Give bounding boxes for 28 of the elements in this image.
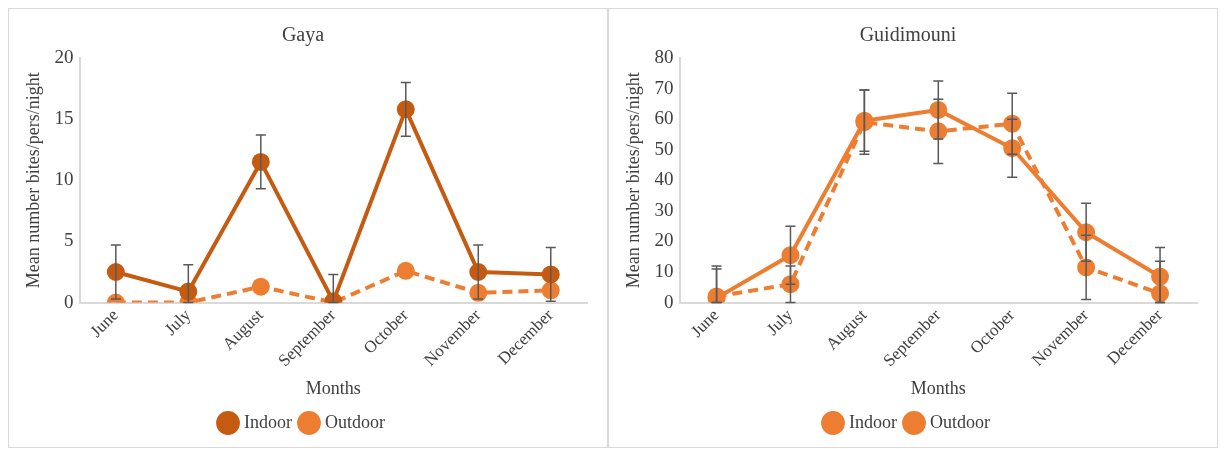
y-tick-label: 40 bbox=[654, 168, 674, 190]
y-tick-label: 30 bbox=[654, 198, 674, 220]
x-tick-label: July bbox=[762, 304, 797, 339]
legend-label: Outdoor bbox=[930, 411, 990, 432]
legend-label: Indoor bbox=[244, 411, 293, 432]
y-tick-label: 20 bbox=[54, 45, 74, 67]
chart-title: Gaya bbox=[281, 23, 325, 47]
y-tick-label: 0 bbox=[64, 290, 74, 312]
x-tick-label: June bbox=[687, 305, 723, 341]
y-tick-label: 20 bbox=[654, 229, 674, 251]
y-tick-label: 70 bbox=[654, 76, 674, 98]
y-tick-label: 60 bbox=[654, 107, 674, 129]
y-axis-title: Mean number bites/pers/night bbox=[22, 72, 43, 289]
legend-label: Indoor bbox=[849, 411, 898, 432]
x-tick-label: June bbox=[86, 305, 122, 341]
x-axis-title: Months bbox=[910, 377, 966, 398]
y-tick-label: 10 bbox=[54, 168, 74, 190]
y-tick-label: 80 bbox=[654, 45, 674, 67]
y-tick-label: 10 bbox=[654, 259, 674, 281]
x-axis-title: Months bbox=[305, 377, 361, 398]
x-tick-label: July bbox=[160, 304, 195, 339]
y-tick-label: 15 bbox=[54, 107, 74, 129]
legend-label: Outdoor bbox=[325, 411, 385, 432]
y-axis-title: Mean number bites/pers/night bbox=[622, 72, 643, 289]
y-tick-label: 5 bbox=[64, 229, 74, 251]
y-tick-label: 0 bbox=[664, 290, 674, 312]
y-tick-label: 50 bbox=[654, 137, 674, 159]
chart-title: Guidimouni bbox=[859, 23, 957, 46]
